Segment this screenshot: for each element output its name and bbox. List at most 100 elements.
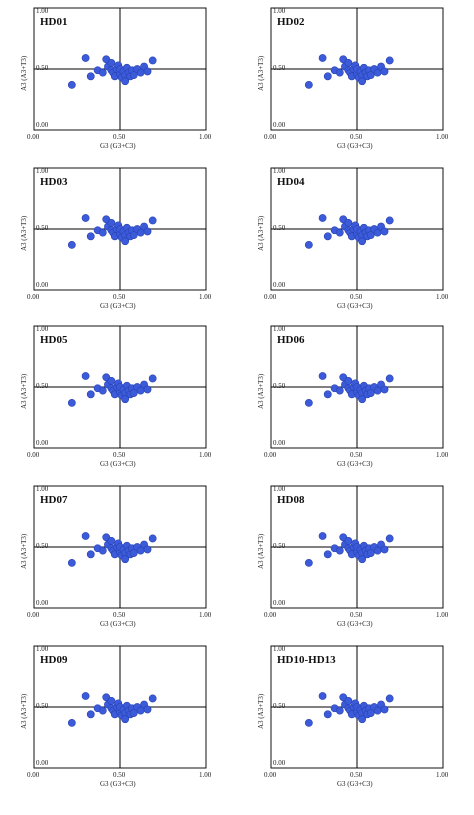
data-point xyxy=(129,71,138,79)
panel-title: HD05 xyxy=(40,334,68,346)
data-point xyxy=(121,77,130,86)
data-point xyxy=(318,214,327,222)
data-point xyxy=(129,231,138,239)
data-point xyxy=(121,715,130,724)
scatter-svg xyxy=(270,167,444,291)
data-point xyxy=(380,545,389,554)
y-tick-label: 0.00 xyxy=(36,599,49,607)
data-point xyxy=(335,706,344,715)
x-tick-label: 1.00 xyxy=(199,771,212,779)
data-point xyxy=(81,54,90,62)
data-point xyxy=(148,534,157,543)
data-point xyxy=(385,56,394,65)
data-point xyxy=(366,709,375,717)
data-point xyxy=(366,71,375,79)
data-point xyxy=(107,697,116,705)
y-tick-label: 0.50 xyxy=(273,64,286,72)
data-point xyxy=(358,395,367,404)
x-tick-label: 0.00 xyxy=(264,451,277,459)
y-tick-label: 1.00 xyxy=(36,167,49,175)
data-point xyxy=(323,390,332,399)
scatter-svg xyxy=(270,325,444,449)
data-point xyxy=(323,550,332,559)
data-point xyxy=(385,534,394,543)
data-point xyxy=(98,68,107,77)
y-axis-label: A3 (A3+T3) xyxy=(257,373,265,409)
y-tick-label: 0.50 xyxy=(273,702,286,710)
y-axis-label: A3 (A3+T3) xyxy=(257,55,265,91)
y-axis-label: A3 (A3+T3) xyxy=(20,693,28,729)
x-tick-label: 1.00 xyxy=(436,771,449,779)
x-tick-label: 0.50 xyxy=(350,293,363,301)
y-tick-label: 1.00 xyxy=(273,485,286,493)
data-point xyxy=(81,372,90,380)
scatter-panel: HD01 1.00 0.50 0.00 0.00 0.50 1.00 G3 (G3+C3) A3… xyxy=(6,4,233,160)
x-tick-label: 1.00 xyxy=(436,611,449,619)
x-tick-label: 0.00 xyxy=(27,451,40,459)
scatter-svg xyxy=(33,167,207,291)
y-tick-label: 0.00 xyxy=(273,759,286,767)
data-point xyxy=(335,386,344,395)
data-point xyxy=(107,537,116,545)
y-tick-label: 0.00 xyxy=(273,121,286,129)
x-tick-label: 0.50 xyxy=(350,133,363,141)
data-point xyxy=(98,706,107,715)
data-point xyxy=(67,80,76,89)
y-axis-label: A3 (A3+T3) xyxy=(20,55,28,91)
data-point xyxy=(385,374,394,383)
data-point xyxy=(344,219,353,227)
y-axis-label: A3 (A3+T3) xyxy=(257,215,265,251)
scatter-svg xyxy=(33,325,207,449)
x-tick-label: 0.50 xyxy=(113,133,126,141)
scatter-svg xyxy=(270,7,444,131)
y-tick-label: 1.00 xyxy=(273,167,286,175)
data-point xyxy=(366,549,375,557)
data-point xyxy=(385,216,394,225)
scatter-svg xyxy=(33,485,207,609)
x-tick-label: 0.50 xyxy=(350,611,363,619)
data-point xyxy=(380,385,389,394)
data-point xyxy=(121,555,130,564)
y-tick-label: 1.00 xyxy=(273,7,286,15)
data-point xyxy=(81,532,90,540)
data-point xyxy=(318,532,327,540)
data-point xyxy=(366,389,375,397)
y-tick-label: 1.00 xyxy=(273,645,286,653)
data-point xyxy=(67,398,76,407)
data-point xyxy=(323,710,332,719)
data-point xyxy=(86,72,95,81)
data-point xyxy=(143,67,152,76)
x-tick-label: 1.00 xyxy=(436,451,449,459)
data-point xyxy=(107,59,116,67)
data-point xyxy=(86,390,95,399)
x-tick-label: 1.00 xyxy=(199,293,212,301)
data-point xyxy=(129,709,138,717)
data-point xyxy=(344,697,353,705)
y-tick-label: 0.50 xyxy=(36,702,49,710)
x-tick-label: 0.50 xyxy=(350,771,363,779)
scatter-panel: HD07 1.00 0.50 0.00 0.00 0.50 1.00 G3 (G3+C3) A3… xyxy=(6,482,233,638)
y-tick-label: 0.00 xyxy=(273,281,286,289)
scatter-panel: HD04 1.00 0.50 0.00 0.00 0.50 1.00 G3 (G3+C3) A3… xyxy=(243,164,470,320)
x-tick-label: 0.50 xyxy=(113,611,126,619)
y-tick-label: 1.00 xyxy=(36,325,49,333)
x-tick-label: 0.00 xyxy=(264,611,277,619)
scatter-svg xyxy=(270,645,444,769)
y-tick-label: 0.00 xyxy=(36,439,49,447)
y-tick-label: 0.50 xyxy=(273,224,286,232)
scatter-panel: HD03 1.00 0.50 0.00 0.00 0.50 1.00 G3 (G3+C3) A3… xyxy=(6,164,233,320)
scatter-panel: HD02 1.00 0.50 0.00 0.00 0.50 1.00 G3 (G3+C3) A3… xyxy=(243,4,470,160)
x-tick-label: 1.00 xyxy=(436,293,449,301)
x-tick-label: 0.00 xyxy=(264,771,277,779)
data-point xyxy=(380,67,389,76)
scatter-svg xyxy=(270,485,444,609)
y-axis-label: A3 (A3+T3) xyxy=(20,533,28,569)
panel-title: HD01 xyxy=(40,16,68,28)
y-tick-label: 0.50 xyxy=(36,542,49,550)
panel-title: HD10-HD13 xyxy=(277,654,336,666)
y-tick-label: 0.00 xyxy=(273,439,286,447)
x-axis-label: G3 (G3+C3) xyxy=(100,780,136,788)
data-point xyxy=(318,54,327,62)
x-tick-label: 0.00 xyxy=(27,293,40,301)
data-point xyxy=(304,80,313,89)
